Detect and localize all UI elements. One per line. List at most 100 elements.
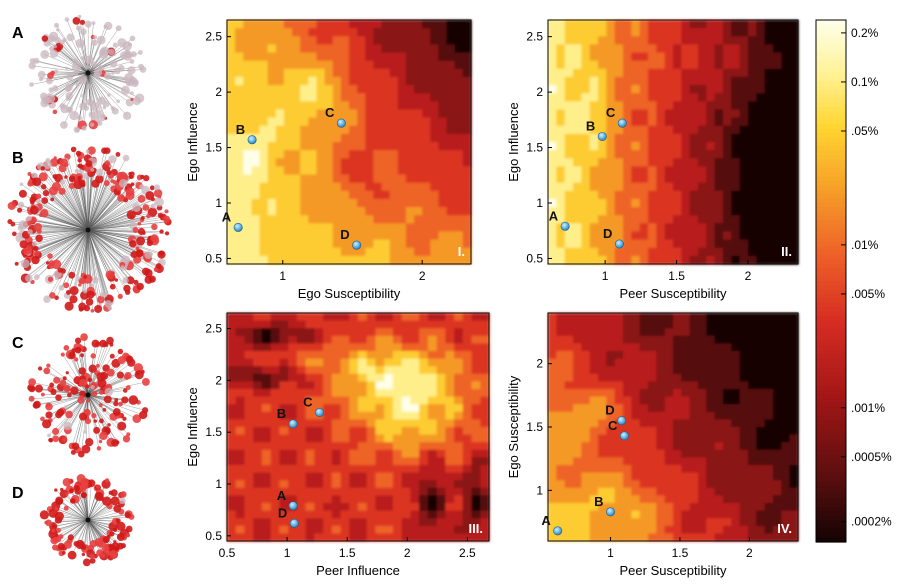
colorbar-segment bbox=[816, 233, 846, 239]
network-node bbox=[66, 73, 74, 81]
heatmap-cell bbox=[349, 44, 358, 54]
heatmap-cell bbox=[235, 404, 246, 413]
heatmap-cell bbox=[462, 190, 472, 200]
colorbar-segment bbox=[816, 98, 846, 104]
heatmap-cell bbox=[389, 125, 399, 135]
heatmap-cell bbox=[462, 320, 473, 329]
heatmap-cell bbox=[739, 442, 749, 451]
heatmap-cell bbox=[366, 472, 377, 481]
heatmap-cell bbox=[366, 533, 377, 542]
heatmap-cell bbox=[454, 198, 464, 208]
heatmap-cell bbox=[631, 150, 641, 159]
heatmap-cell bbox=[773, 411, 782, 420]
heatmap-cell bbox=[773, 231, 782, 241]
heatmap-cell bbox=[673, 510, 682, 519]
heatmap-cell bbox=[714, 343, 724, 352]
heatmap-cell bbox=[430, 68, 440, 78]
heatmap-cell bbox=[548, 198, 557, 208]
heatmap-cell bbox=[436, 442, 446, 451]
heatmap-cell bbox=[631, 419, 641, 428]
heatmap-cell bbox=[756, 320, 766, 329]
heatmap-cell bbox=[773, 351, 782, 360]
heatmap-cell bbox=[756, 117, 766, 127]
heatmap-cell bbox=[631, 373, 641, 382]
heatmap-cell bbox=[731, 150, 741, 159]
colorbar-segment bbox=[816, 215, 846, 221]
heatmap-cell bbox=[316, 76, 326, 86]
heatmap-cell bbox=[462, 525, 473, 534]
heatmap-cell bbox=[664, 389, 674, 398]
heatmap-cell bbox=[564, 247, 574, 257]
y-tick-label: 1.5 bbox=[205, 141, 222, 155]
heatmap-cell bbox=[773, 255, 782, 265]
heatmap-cell bbox=[681, 396, 691, 405]
heatmap-cell bbox=[227, 133, 236, 143]
heatmap-cell bbox=[706, 320, 716, 329]
heatmap-cell bbox=[681, 457, 691, 466]
heatmap-cell bbox=[573, 533, 582, 542]
heatmap-cell bbox=[358, 427, 368, 436]
heatmap-cell bbox=[739, 150, 749, 159]
heatmap-cell bbox=[656, 434, 666, 443]
heatmap-cell bbox=[375, 320, 385, 329]
heatmap-cell bbox=[664, 457, 674, 466]
heatmap-cell bbox=[614, 247, 624, 257]
heatmap-cell bbox=[244, 358, 254, 367]
heatmap-cell bbox=[305, 427, 315, 436]
heatmap-cell bbox=[340, 93, 350, 102]
heatmap-cell bbox=[581, 182, 591, 192]
heatmap-cell bbox=[332, 125, 342, 135]
heatmap-cell bbox=[648, 389, 657, 398]
heatmap-cell bbox=[267, 198, 277, 208]
heatmap-cell bbox=[581, 495, 591, 504]
network-node bbox=[58, 284, 65, 291]
heatmap-cell bbox=[689, 93, 699, 102]
heatmap-cell bbox=[689, 343, 699, 352]
heatmap-cell bbox=[446, 247, 456, 257]
heatmap-cell bbox=[227, 198, 236, 208]
heatmap-cell bbox=[764, 20, 774, 29]
heatmap-cell bbox=[251, 85, 261, 94]
heatmap-cell bbox=[656, 457, 666, 466]
heatmap-cell bbox=[270, 525, 280, 534]
heatmap-cell bbox=[698, 158, 707, 167]
heatmap-cell bbox=[462, 223, 472, 233]
heatmap-cell bbox=[748, 510, 757, 519]
heatmap-cell bbox=[471, 335, 481, 344]
heatmap-cell bbox=[392, 503, 403, 512]
colorbar-segment bbox=[816, 281, 846, 286]
heatmap-cell bbox=[436, 328, 446, 337]
network-node bbox=[35, 198, 41, 204]
heatmap-cell bbox=[714, 396, 724, 405]
heatmap-cell bbox=[706, 351, 716, 360]
heatmap-cell bbox=[764, 215, 774, 224]
heatmap-cell bbox=[349, 442, 359, 451]
heatmap-cell bbox=[275, 68, 285, 78]
heatmap-cell bbox=[648, 427, 657, 436]
heatmap-cell bbox=[731, 117, 741, 127]
heatmap-cell bbox=[756, 328, 766, 337]
heatmap-cell bbox=[300, 142, 309, 151]
heatmap-cell bbox=[548, 335, 557, 344]
heatmap-cell bbox=[244, 411, 254, 420]
heatmap-cell bbox=[673, 366, 682, 375]
heatmap-cell bbox=[332, 166, 342, 176]
colorbar-segment bbox=[816, 189, 846, 195]
heatmap-cell bbox=[454, 358, 464, 367]
heatmap-cell bbox=[267, 133, 277, 143]
heatmap-cell bbox=[316, 52, 326, 62]
heatmap-cell bbox=[581, 419, 591, 428]
heatmap-cell bbox=[438, 44, 448, 54]
heatmap-cell bbox=[606, 142, 616, 151]
heatmap-cell bbox=[748, 358, 757, 367]
heatmap-cell bbox=[673, 495, 682, 504]
heatmap-cell bbox=[430, 190, 440, 200]
heatmap-cell bbox=[731, 449, 741, 458]
heatmap-cell bbox=[308, 28, 318, 37]
heatmap-cell bbox=[614, 381, 624, 390]
heatmap-cell bbox=[480, 320, 490, 329]
heatmap-cell bbox=[366, 495, 377, 504]
heatmap-cell bbox=[648, 503, 657, 512]
heatmap-cell bbox=[639, 93, 649, 102]
heatmap-cell bbox=[723, 133, 732, 143]
